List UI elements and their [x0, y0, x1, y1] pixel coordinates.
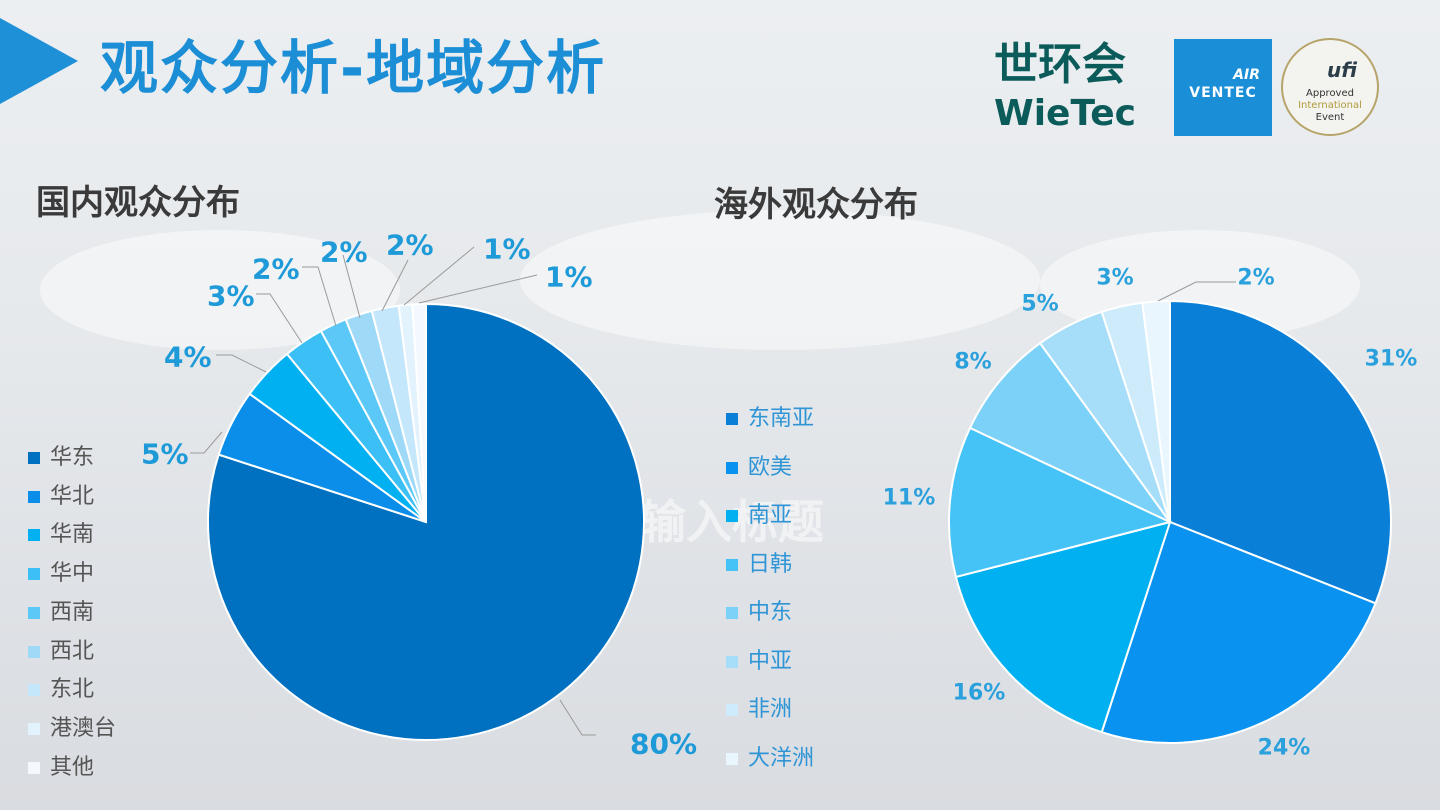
leader-line: [302, 266, 337, 327]
airventec-logo: AIR VENTEC: [1174, 39, 1272, 136]
legend-swatch: [28, 452, 40, 464]
pie-slice-东南亚: [1169, 299, 1392, 605]
leader-line: [216, 354, 267, 373]
pie-slice-大洋洲: [1141, 299, 1171, 523]
data-label: 4%: [164, 341, 212, 374]
legend-swatch: [28, 684, 40, 697]
legend-swatch: [726, 413, 738, 425]
background-title-text: 输入标题: [640, 495, 824, 549]
ufi-logo-line3: Event: [1315, 112, 1345, 123]
legend-label: 其他: [50, 754, 95, 780]
legend-label: 西北: [50, 638, 95, 664]
legend-label: 中东: [748, 600, 793, 625]
domestic-chart-title: 国内观众分布: [36, 183, 240, 223]
legend-label: 日韩: [748, 551, 793, 577]
page-title: 观众分析-地域分析: [100, 34, 607, 102]
legend-label: 华东: [50, 445, 95, 470]
data-label: 2%: [386, 229, 434, 262]
ufi-logo-mark: ufi: [1327, 58, 1357, 82]
pie-slice-南亚: [954, 520, 1172, 734]
legend-label: 中亚: [748, 648, 793, 674]
data-label: 2%: [320, 236, 368, 269]
legend-label: 大洋洲: [748, 745, 815, 771]
data-label: 1%: [545, 261, 593, 294]
ufi-logo-line2: International: [1298, 100, 1362, 111]
data-label: 2%: [252, 253, 300, 286]
leader-line: [342, 254, 361, 319]
background-light: [520, 210, 1040, 350]
legend-label: 港澳台: [50, 715, 117, 741]
leader-line: [1157, 281, 1236, 302]
leader-line: [403, 246, 475, 306]
pie-slice-欧美: [1100, 520, 1377, 744]
wietec-logo-cn: 世环会: [994, 39, 1126, 90]
legend-swatch: [726, 607, 738, 619]
legend-label: 非洲: [748, 697, 793, 722]
legend-swatch: [28, 529, 40, 542]
legend-label: 欧美: [748, 454, 793, 480]
legend-label: 西南: [50, 599, 95, 625]
pie-slice-其他: [411, 302, 427, 523]
title-arrow-icon: [0, 18, 78, 104]
data-label: 3%: [207, 280, 255, 313]
legend-swatch: [726, 558, 738, 571]
legend-swatch: [28, 761, 40, 774]
legend-label: 华北: [50, 483, 95, 509]
data-label: 80%: [630, 728, 697, 761]
legend-label: 华南: [50, 522, 95, 548]
legend-swatch: [28, 722, 40, 735]
ufi-logo: ufi Approved International Event: [1281, 38, 1379, 136]
pie-slice-中东: [968, 341, 1171, 523]
data-label: 1%: [483, 233, 531, 266]
leader-line: [559, 699, 596, 736]
data-label: 16%: [953, 681, 1006, 706]
legend-swatch: [726, 704, 738, 716]
legend-swatch: [28, 490, 40, 503]
legend-label: 南亚: [748, 503, 793, 528]
wietec-logo-en: WieTec: [994, 93, 1136, 134]
data-label: 3%: [1096, 266, 1133, 291]
legend-label: 东北: [50, 677, 95, 703]
data-label: 5%: [141, 438, 189, 471]
airventec-logo-air: AIR: [1233, 67, 1260, 83]
legend-label: 华中: [50, 561, 95, 587]
domestic-pie: 80%5%4%3%2%2% 2% 1%1%: [141, 229, 697, 761]
data-label: 8%: [954, 350, 991, 375]
legend-swatch: [28, 645, 40, 658]
overseas-chart-title: 海外观众分布: [714, 185, 918, 225]
airventec-logo-ventec: VENTEC: [1189, 85, 1257, 101]
data-label: 2%: [1237, 266, 1274, 291]
data-label: 31%: [1365, 347, 1418, 372]
leader-line: [256, 293, 303, 344]
legend-swatch: [28, 606, 40, 619]
legend-swatch: [726, 510, 738, 522]
wietec-logo: 世环会 WieTec: [992, 38, 1156, 138]
legend-swatch: [726, 461, 738, 474]
overseas-pie: 31% 24% 16% 11% 8% 5% 3% 2%: [883, 266, 1418, 761]
legend-label: 东南亚: [748, 406, 815, 431]
legend-swatch: [726, 655, 738, 668]
legend-swatch: [726, 752, 738, 765]
data-label: 5%: [1021, 292, 1058, 317]
pie-slice-日韩: [948, 426, 1173, 579]
ufi-logo-line1: Approved: [1306, 88, 1354, 99]
legend-swatch: [28, 568, 40, 581]
data-label: 11%: [883, 486, 936, 511]
data-label: 24%: [1258, 736, 1311, 761]
leader-line: [381, 259, 409, 312]
leader-line: [190, 431, 223, 454]
leader-line: [418, 274, 538, 304]
